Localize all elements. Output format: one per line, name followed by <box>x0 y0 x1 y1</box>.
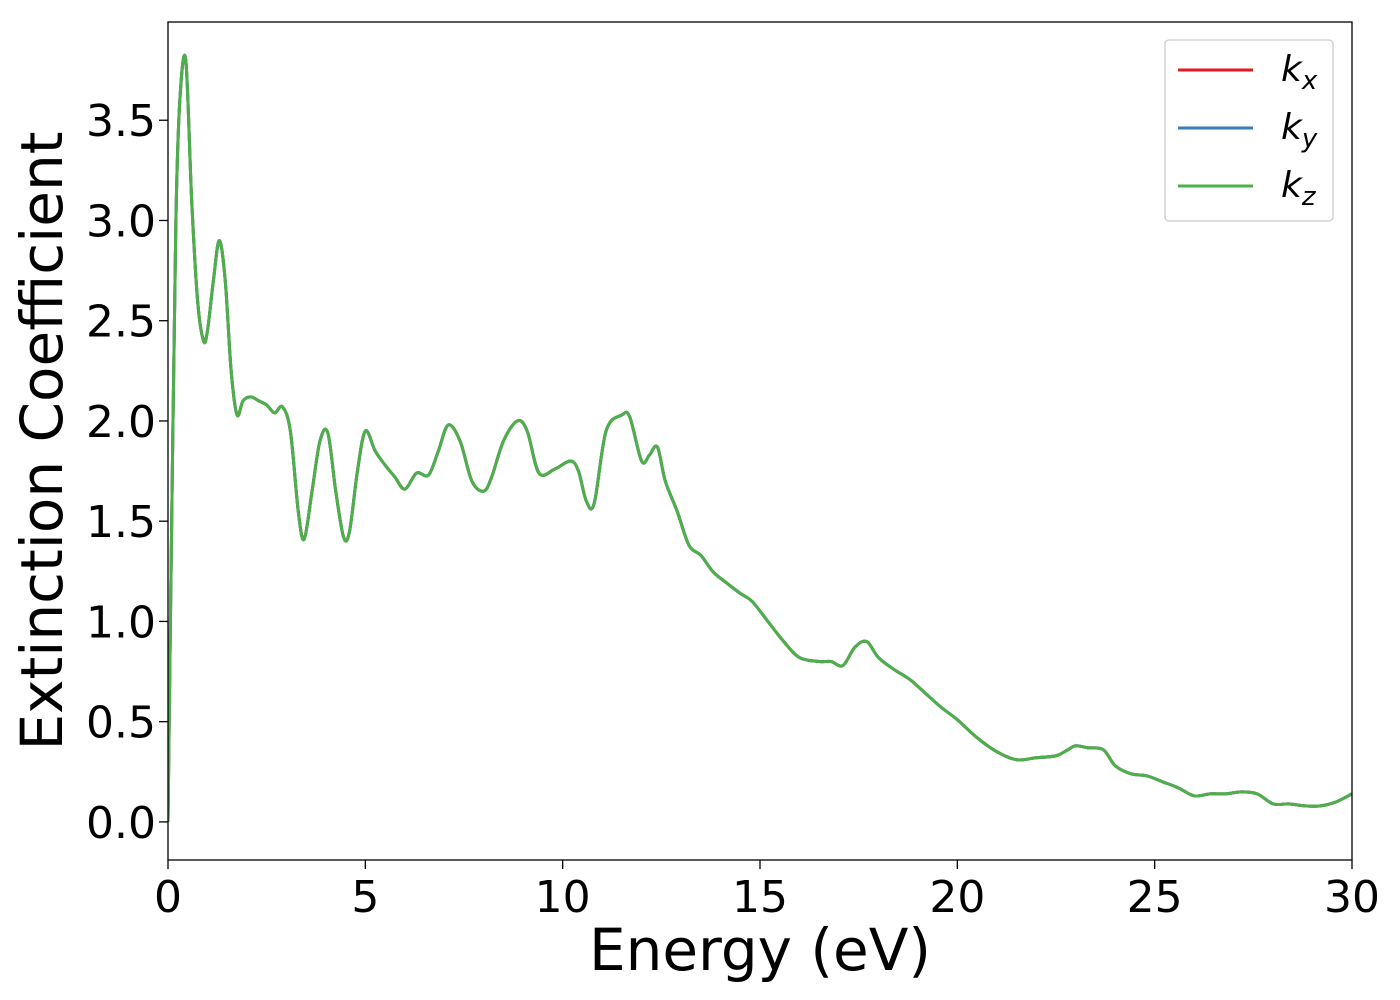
x-tick-label: 5 <box>351 872 379 923</box>
legend-box <box>1164 39 1334 222</box>
y-tick-label: 1.0 <box>86 597 156 648</box>
y-tick-label: 3.0 <box>86 196 156 247</box>
y-axis-label: Extinction Coefficient <box>8 132 76 751</box>
x-axis-label: Energy (eV) <box>589 916 931 984</box>
x-tick-label: 20 <box>929 872 985 923</box>
x-axis-ticks: 0 5 10 15 20 25 30 <box>154 860 1380 923</box>
x-tick-label: 10 <box>535 872 591 923</box>
legend-label-ky: ky <box>1281 107 1318 154</box>
y-tick-label: 2.5 <box>86 297 156 348</box>
y-tick-label: 1.5 <box>86 497 156 548</box>
y-tick-label: 0.5 <box>86 698 156 749</box>
y-tick-label: 0.0 <box>86 798 156 849</box>
y-tick-label: 2.0 <box>86 397 156 448</box>
x-tick-label: 25 <box>1127 872 1183 923</box>
x-tick-label: 15 <box>732 872 788 923</box>
series-line-kz <box>168 53 1352 822</box>
series-lines <box>168 53 1352 822</box>
y-axis-ticks: 0.0 0.5 1.0 1.5 2.0 2.5 3.0 3.5 <box>86 96 168 849</box>
y-tick-label: 3.5 <box>86 96 156 147</box>
x-tick-label: 30 <box>1324 872 1380 923</box>
x-tick-label: 0 <box>154 872 182 923</box>
